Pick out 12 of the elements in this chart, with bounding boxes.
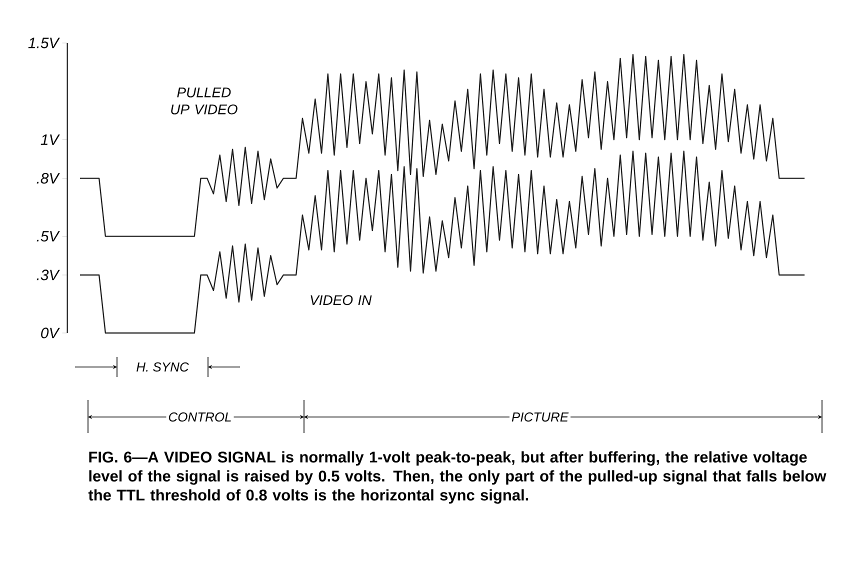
series-label: VIDEO IN [310,295,372,306]
text: CONTROL [168,412,231,422]
y-tick-label: .3V [36,270,60,280]
y-tick-label: .5V [36,231,60,242]
text: PULLED UP VIDEO [171,88,238,114]
text: PICTURE [512,412,569,422]
text: H. SYNC [136,362,189,372]
y-tick-label: 0V [41,328,60,338]
y-tick-label: 1.5V [28,38,60,48]
y-tick-label: .8V [36,173,60,184]
y-tick-label: 1V [40,134,60,145]
caption: FIG. 6—A VIDEO SIGNAL is normally 1-volt peak-to-peak, but after buffering, the relative voltage level of the signal is raised by 0.5 volts. Then, the only part of the pulled-up signal that falls below the TTL threshold of 0.8 volts is the horizontal sync signal. [88,451,826,504]
